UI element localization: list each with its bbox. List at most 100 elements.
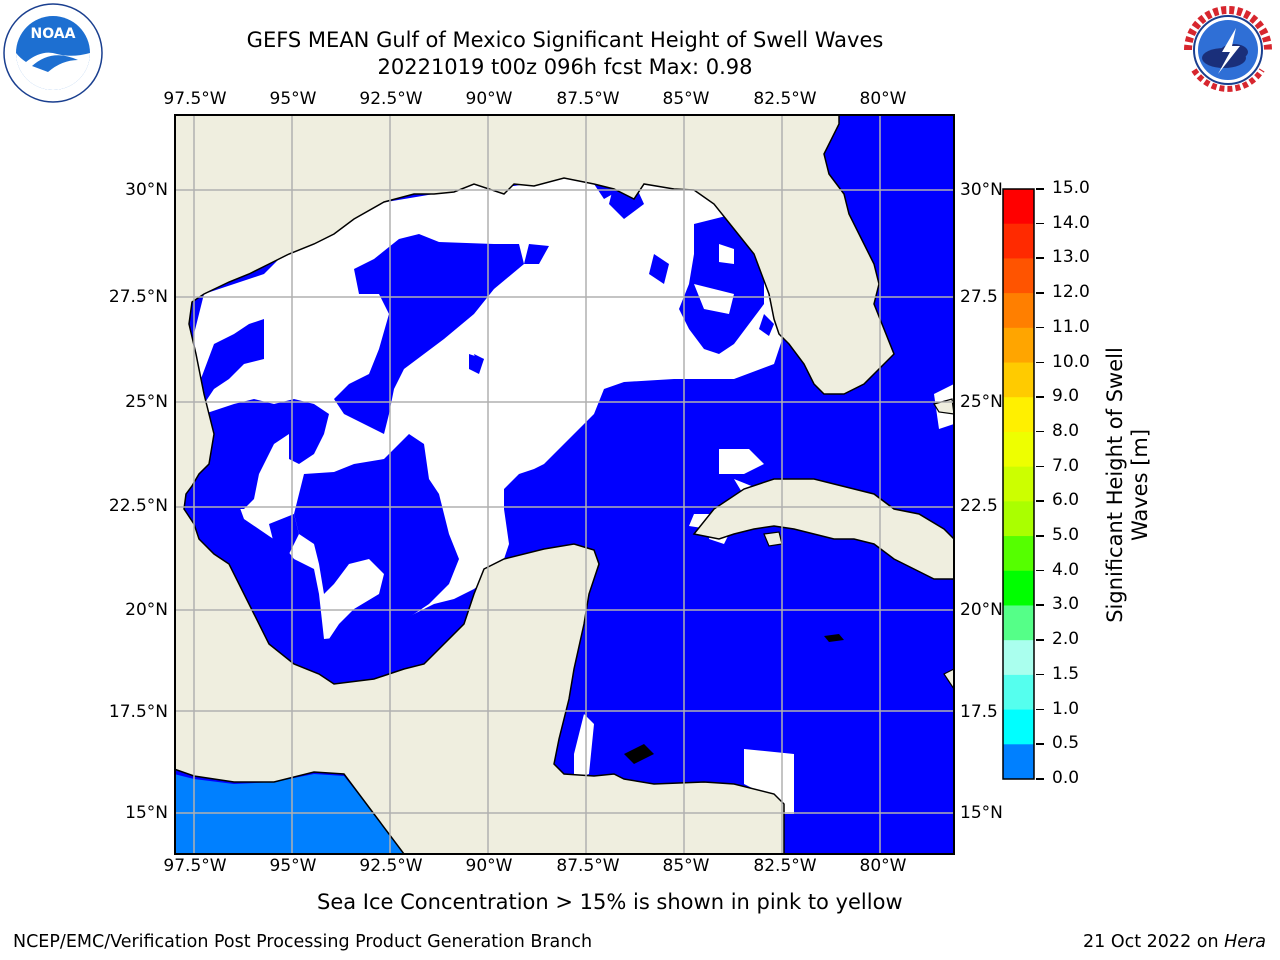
lat-label-left: 25°N <box>125 392 168 412</box>
colorbar-tick-label: 15.0 <box>1052 178 1090 198</box>
nws-logo <box>1180 2 1276 98</box>
lon-label-top: 97.5°W <box>163 89 227 109</box>
colorbar-segment <box>1003 570 1034 606</box>
land-cuba <box>692 478 954 580</box>
colorbar-tick-label: 12.0 <box>1052 282 1090 303</box>
lat-label-right: 22.5 <box>960 496 998 516</box>
lon-label-bottom: 87.5°W <box>556 856 620 876</box>
colorbar-tick-mark <box>1036 500 1044 502</box>
colorbar-segment <box>1003 362 1034 398</box>
lon-label-top: 87.5°W <box>556 89 620 109</box>
lon-label-top: 92.5°W <box>359 89 423 109</box>
colorbar-segment <box>1003 605 1034 641</box>
colorbar-tick-mark <box>1036 396 1044 398</box>
lon-label-bottom: 97.5°W <box>163 856 227 876</box>
lat-label-left: 30°N <box>125 180 168 200</box>
colorbar-tick-label: 9.0 <box>1052 386 1080 407</box>
colorbar-tick-mark <box>1036 604 1044 606</box>
colorbar-tick-label: 4.0 <box>1052 559 1080 580</box>
lat-label-left: 20°N <box>125 600 168 620</box>
colorbar-segment <box>1003 709 1034 745</box>
colorbar-tick-label: 7.0 <box>1052 455 1080 476</box>
colorbar-tick-mark <box>1036 673 1044 676</box>
sea-ice-note: Sea Ice Concentration > 15% is shown in … <box>317 890 903 914</box>
colorbar-segment <box>1003 674 1034 711</box>
colorbar-tick-label: 11.0 <box>1052 316 1090 337</box>
colorbar-segment <box>1003 293 1034 329</box>
footer-machine: Hera <box>1224 932 1266 952</box>
lon-label-top: 82.5°W <box>753 89 817 109</box>
colorbar <box>1002 188 1035 780</box>
colorbar-tick-mark <box>1036 430 1044 433</box>
lat-label-right: 17.5 <box>960 702 998 722</box>
lat-label-left: 27.5°N <box>108 287 168 307</box>
colorbar-tick-mark <box>1036 778 1044 780</box>
colorbar-segment <box>1003 466 1034 502</box>
lat-label-right: 25°N <box>960 392 1003 412</box>
colorbar-tick-label: 5.0 <box>1052 525 1080 546</box>
lon-label-top: 95°W <box>269 89 317 109</box>
colorbar-segment <box>1003 258 1034 294</box>
map-frame <box>174 114 955 855</box>
colorbar-tick-label: 1.0 <box>1052 698 1080 719</box>
colorbar-tick-label: 8.0 <box>1052 420 1080 441</box>
lon-label-top: 90°W <box>465 89 513 109</box>
lon-label-top: 85°W <box>662 89 710 109</box>
colorbar-tick-label: 0.5 <box>1052 733 1080 754</box>
lat-label-left: 15°N <box>125 803 168 823</box>
colorbar-tick-mark <box>1036 569 1044 572</box>
lon-label-bottom: 82.5°W <box>753 856 817 876</box>
colorbar-label-line2: Waves [m] <box>1128 428 1152 542</box>
colorbar-tick-label: 0.0 <box>1052 768 1080 788</box>
colorbar-tick-mark <box>1036 361 1044 364</box>
colorbar-segment <box>1003 431 1034 468</box>
footer-date: 21 Oct 2022 on <box>1083 932 1225 952</box>
colorbar-tick-mark <box>1036 639 1044 641</box>
zero-swell-patches <box>199 182 774 674</box>
lat-label-right: 27.5 <box>960 287 998 307</box>
colorbar-tick-mark <box>1036 292 1044 294</box>
lat-label-right: 30°N <box>960 180 1003 200</box>
colorbar-segment <box>1003 536 1034 572</box>
colorbar-segment <box>1003 501 1034 537</box>
land-bahamas-2 <box>943 668 954 691</box>
chart-title: GEFS MEAN Gulf of Mexico Significant Hei… <box>246 28 884 52</box>
lon-label-bottom: 85°W <box>662 856 710 876</box>
svg-text:NOAA: NOAA <box>31 26 76 42</box>
chart-subtitle: 20221019 t00z 096h fcst Max: 0.98 <box>377 55 753 79</box>
colorbar-segment <box>1003 223 1034 259</box>
colorbar-tick-mark <box>1036 257 1044 259</box>
colorbar-label: Significant Height of Swell Waves [m] <box>1103 347 1153 623</box>
colorbar-tick-mark <box>1036 535 1044 537</box>
gulf-map <box>174 114 955 855</box>
colorbar-tick-mark <box>1036 222 1044 225</box>
footer-right: 21 Oct 2022 on Hera <box>1083 932 1266 952</box>
footer-left: NCEP/EMC/Verification Post Processing Pr… <box>13 932 593 952</box>
graticule <box>174 114 954 854</box>
land-mexico <box>174 114 895 854</box>
colorbar-label-line1: Significant Height of Swell <box>1103 347 1127 623</box>
noaa-logo: NOAA <box>3 3 103 103</box>
colorbar-tick-label: 2.0 <box>1052 629 1080 650</box>
colorbar-segment <box>1003 189 1034 225</box>
lon-label-top: 80°W <box>859 89 907 109</box>
lon-label-bottom: 80°W <box>859 856 907 876</box>
colorbar-tick-label: 13.0 <box>1052 247 1090 268</box>
colorbar-segment <box>1003 397 1034 433</box>
colorbar-tick-mark <box>1036 743 1044 745</box>
pacific-swell-region <box>174 774 404 854</box>
colorbar-segment <box>1003 640 1034 676</box>
colorbar-tick-label: 6.0 <box>1052 490 1080 511</box>
colorbar-tick-mark <box>1036 188 1044 190</box>
lon-label-bottom: 95°W <box>269 856 317 876</box>
colorbar-tick-label: 14.0 <box>1052 212 1090 233</box>
colorbar-tick-label: 3.0 <box>1052 594 1080 615</box>
colorbar-segment <box>1003 327 1034 364</box>
colorbar-tick-mark <box>1036 465 1044 468</box>
lat-label-right: 20°N <box>960 600 1003 620</box>
land-jamaica <box>824 634 844 642</box>
colorbar-tick-label: 10.0 <box>1052 351 1090 372</box>
colorbar-tick-mark <box>1036 326 1044 329</box>
lat-label-right: 15°N <box>960 803 1003 823</box>
lon-label-bottom: 92.5°W <box>359 856 423 876</box>
